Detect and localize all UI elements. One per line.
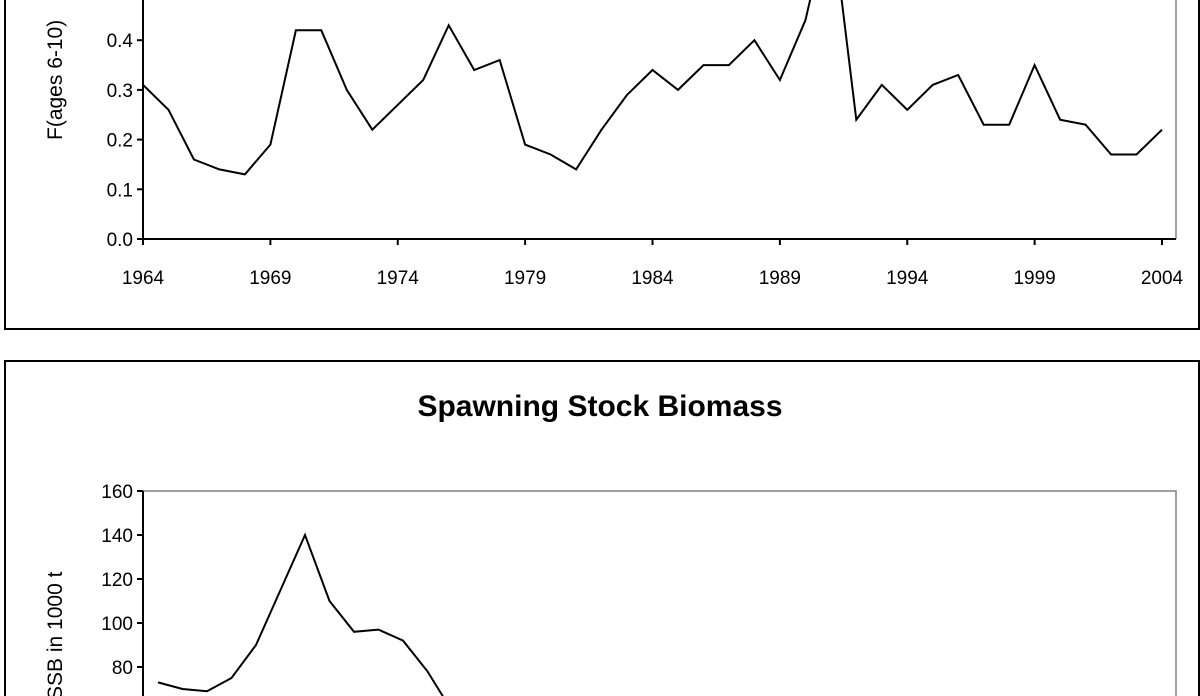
bottom-panel-frame	[4, 360, 1200, 696]
ssb-chart: Spawning Stock Biomass SSB in 1000 t 160…	[4, 360, 1200, 696]
bottom-y-tick-label: 140	[101, 526, 133, 547]
top-x-tick-label: 1964	[122, 268, 165, 289]
top-x-tick-label: 1989	[759, 268, 801, 289]
bottom-y-tick-label: 100	[101, 614, 133, 635]
bottom-y-axis: 160 140 120 100 80	[101, 482, 144, 696]
bottom-plot-box	[142, 490, 1177, 696]
top-y-tick-label: 0.2	[107, 131, 133, 152]
top-x-tick-label: 1979	[504, 268, 546, 289]
top-y-tick-label: 0.4	[107, 31, 134, 52]
bottom-y-tick-label: 80	[112, 658, 133, 679]
top-series-line	[142, 0, 1163, 176]
top-x-tick-label: 1969	[249, 268, 291, 289]
top-y-axis-label: F(ages 6-10)	[44, 20, 67, 140]
top-y-tick-label: 0.3	[107, 81, 133, 102]
top-x-tick-label: 1974	[377, 268, 420, 289]
top-x-axis: 1964 1969 1974 1979 1984 1989 1994 1999 2004	[122, 238, 1184, 289]
top-y-tick-label: 0.0	[107, 230, 133, 251]
bottom-series-line	[157, 532, 444, 696]
top-x-tick-label: 2004	[1141, 268, 1184, 289]
ssb-chart-title: Spawning Stock Biomass	[417, 390, 782, 423]
top-y-tick-label: 0.1	[107, 180, 133, 201]
bottom-y-tick-label: 160	[101, 482, 133, 503]
top-x-tick-label: 1994	[886, 268, 929, 289]
top-x-tick-label: 1999	[1013, 268, 1055, 289]
top-y-axis: 0.0 0.1 0.2 0.3 0.4	[107, 0, 144, 251]
top-panel-frame	[4, 0, 1200, 330]
fishing-mortality-chart: F(ages 6-10) 0.0 0.1 0.2 0.3 0.4 1964 1969 197…	[4, 0, 1200, 330]
bottom-y-tick-label: 120	[101, 570, 133, 591]
top-x-tick-label: 1984	[631, 268, 674, 289]
bottom-y-axis-label: SSB in 1000 t	[44, 571, 67, 696]
